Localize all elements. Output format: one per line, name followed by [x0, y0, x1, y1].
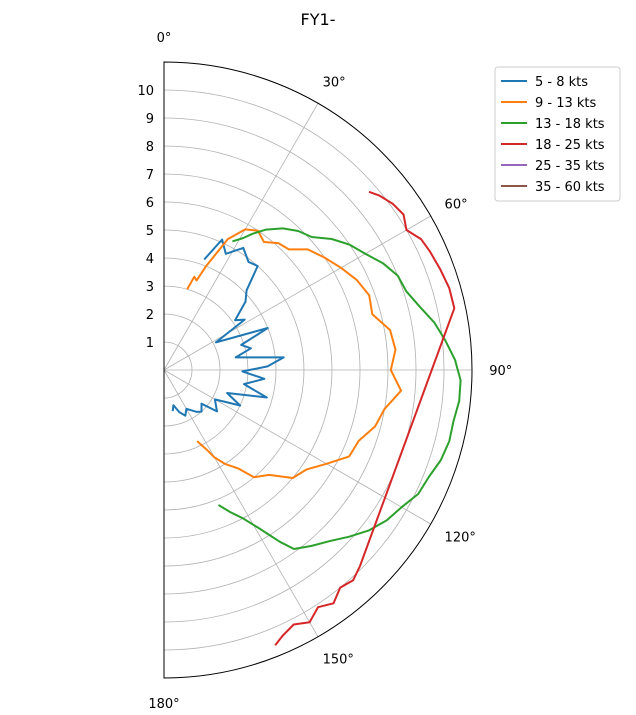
radial-tick-label: 4: [146, 252, 154, 267]
angular-gridline: [163, 369, 319, 637]
legend-entry-label: 25 - 35 kts: [535, 159, 605, 174]
series-line-1: [186, 228, 403, 479]
legend-entry-label: 13 - 18 kts: [535, 117, 605, 132]
series-line-3: [274, 190, 456, 646]
radial-tick-label: 1: [146, 336, 154, 351]
legend-entry-label: 9 - 13 kts: [535, 96, 597, 111]
series-line-2: [217, 227, 462, 550]
axis-ticks: 1 2 3 4 5 6 7 8 9 10 0° 30° 60° 90° 120° 150° 180°: [137, 31, 512, 712]
angular-gridline: [163, 103, 319, 371]
angle-tick-label: 0°: [157, 31, 172, 46]
radial-tick-label: 5: [146, 224, 154, 239]
legend: 5 - 8 kts 9 - 13 kts 13 - 18 kts 18 - 25 kt…: [494, 66, 621, 202]
radial-tick-label: 3: [146, 280, 154, 295]
angular-gridline: [163, 215, 431, 371]
radial-tick-label: 9: [146, 112, 154, 127]
legend-frame: [494, 66, 621, 202]
legend-entry-label: 5 - 8 kts: [535, 75, 588, 90]
angular-gridline: [163, 369, 431, 525]
series-lines: [171, 190, 462, 646]
radial-tick-label: 10: [137, 84, 154, 99]
polar-grid: [163, 61, 473, 679]
angle-tick-label: 120°: [445, 531, 476, 546]
radial-tick-label: 7: [146, 168, 154, 183]
angle-tick-label: 60°: [445, 197, 468, 212]
angle-tick-label: 180°: [148, 697, 179, 712]
legend-entry-label: 35 - 60 kts: [535, 180, 605, 195]
legend-entry-label: 18 - 25 kts: [535, 138, 605, 153]
angle-tick-label: 90°: [489, 364, 512, 379]
radial-tick-label: 6: [146, 196, 154, 211]
angle-tick-label: 150°: [323, 653, 354, 668]
polar-spine: [163, 61, 473, 679]
radial-tick-label: 8: [146, 140, 154, 155]
radial-tick-label: 2: [146, 308, 154, 323]
angle-tick-label: 30°: [323, 75, 346, 90]
series-line-0: [171, 238, 285, 417]
chart-title: FY1-: [301, 10, 336, 29]
